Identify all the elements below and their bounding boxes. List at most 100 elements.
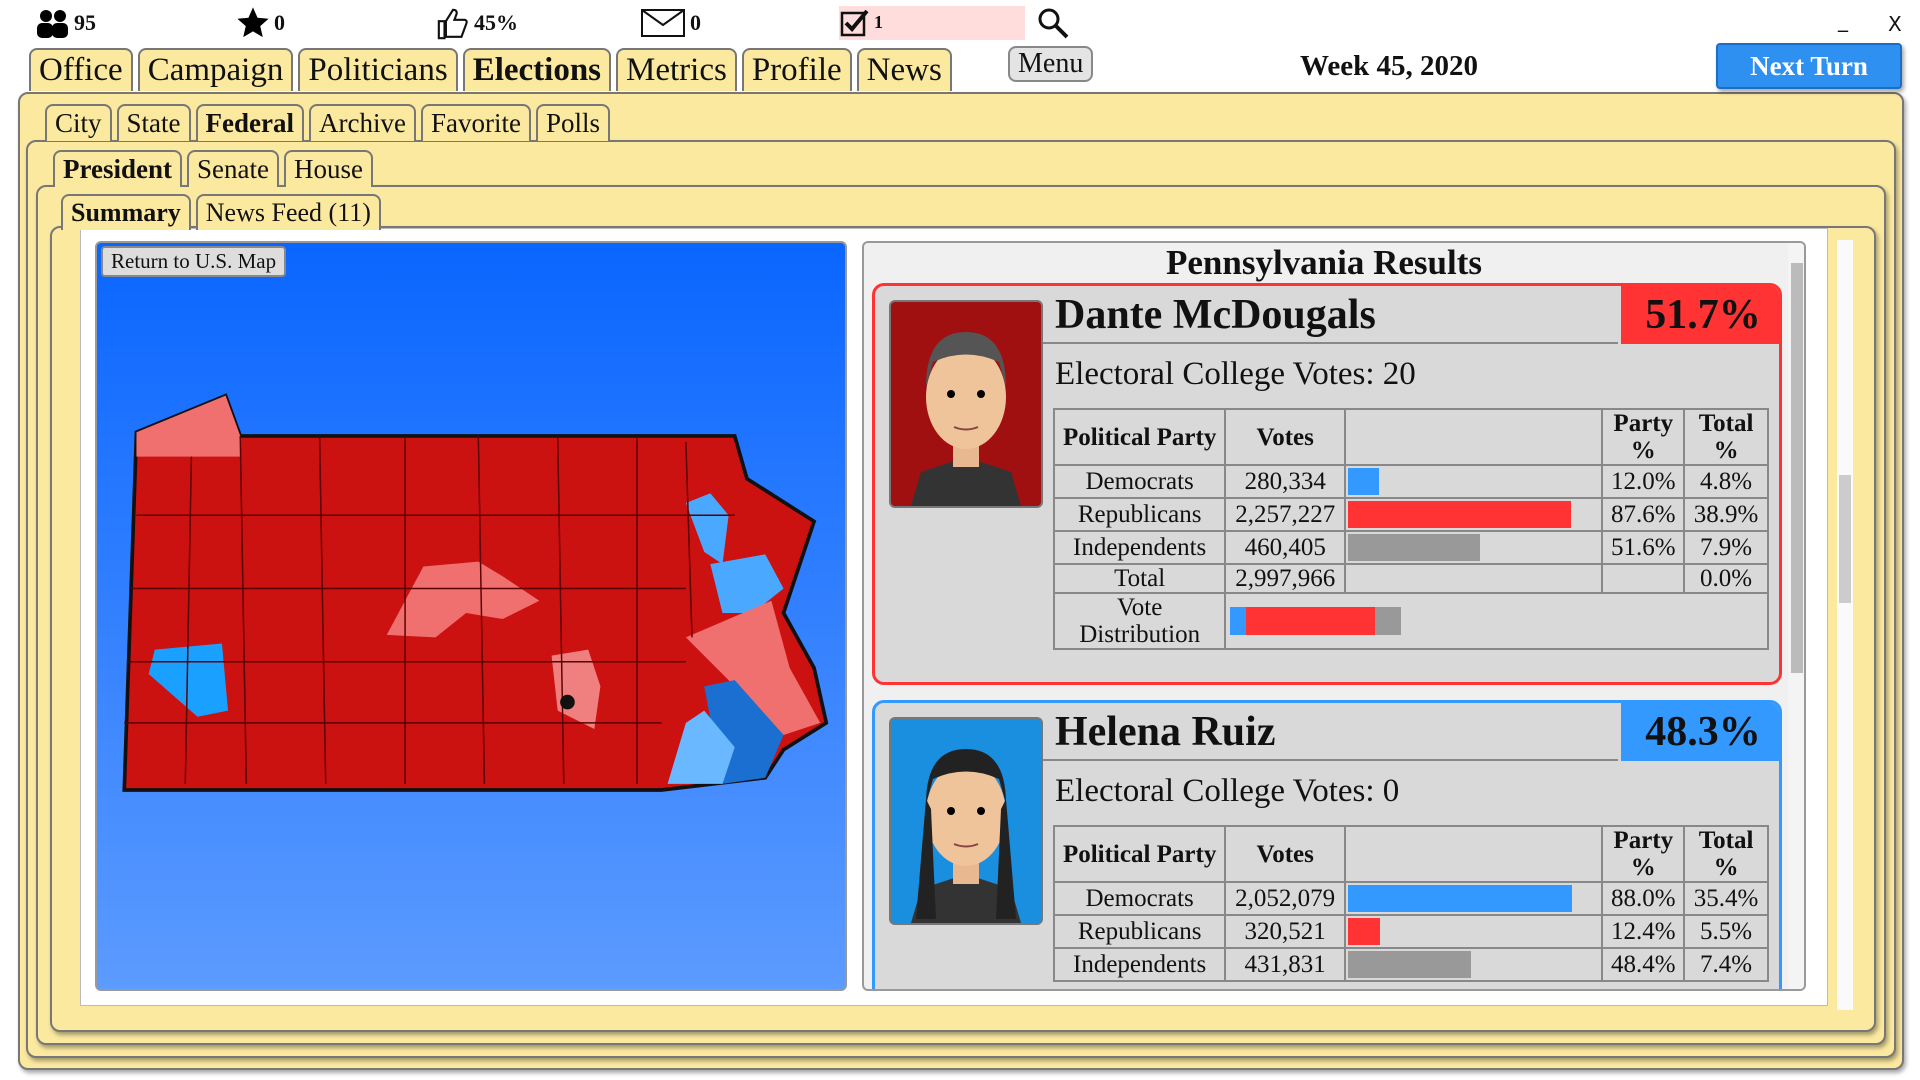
party-name: Democrats [1052,881,1227,916]
map-panel: Return to U.S. Map [95,241,847,991]
followers: 95 [74,10,96,35]
party-bar [1348,468,1379,495]
tab[interactable]: Summary [61,194,191,230]
votes: 460,405 [1224,530,1347,565]
column-header: Total % [1683,408,1769,466]
tab[interactable]: Polls [535,104,610,141]
column-header: Votes [1224,408,1347,466]
distribution-segment [1374,607,1401,635]
votes: 280,334 [1224,464,1347,499]
next-turn-button[interactable]: Next Turn [1716,43,1902,89]
tab[interactable]: Archive [308,104,416,141]
portrait [911,749,1021,923]
total-percent: 7.9% [1683,530,1769,565]
results-table: Political Party Votes Party % Total % Democr… [1052,408,1769,650]
distribution-bar [1230,607,1763,635]
tab[interactable]: News Feed (11) [195,194,381,230]
tab[interactable]: News [856,48,952,91]
distribution-cell [1224,592,1769,650]
followers-icon [37,10,68,38]
bar-cell [1344,530,1604,565]
tab[interactable]: Profile [741,48,852,91]
total-row: Total 2,997,966 0.0% [1052,563,1769,594]
party-bar [1348,501,1572,528]
candidate-card: Helena Ruiz 48.3% Electoral College Votes:… [872,700,1782,989]
total-percent: 35.4% [1683,881,1769,916]
messages-icon [641,9,685,37]
results-table: Political Party Votes Party % Total % Democr… [1052,825,1769,982]
task-bar[interactable] [839,6,1025,40]
tab[interactable]: House [283,150,373,187]
header-row: Political Party Votes Party % Total % [1052,825,1769,883]
bar-cell [1344,464,1604,499]
tab[interactable]: City [45,104,112,141]
total-percent: 0.0% [1683,563,1769,594]
search-icon[interactable] [1036,6,1070,40]
candidate-name: Helena Ruiz [1043,703,1618,761]
bar-cell [1344,947,1604,982]
minimize-button[interactable]: _ [1838,8,1848,32]
menu-button[interactable]: Menu [1008,46,1094,82]
votes: 431,831 [1224,947,1347,982]
tasks: 1 [874,12,883,32]
party-name: Democrats [1052,464,1227,499]
total-percent: 7.4% [1683,947,1769,982]
party-percent: 48.4% [1601,947,1686,982]
view-tabs: Summary News Feed (11) [61,194,386,230]
tab[interactable]: Office [29,48,133,91]
candidate-photo [889,717,1043,925]
party-row: Democrats 280,334 12.0% 4.8% [1052,464,1769,499]
candidate-card: Dante McDougals 51.7% Electoral College Vo… [872,283,1782,685]
outer-scrollbar[interactable] [1837,240,1853,1010]
column-header: Political Party [1052,408,1227,466]
candidate-photo [889,300,1043,508]
close-button[interactable]: X [1888,12,1902,36]
office-tabs: President Senate House [53,150,378,187]
tab[interactable]: State [116,104,191,141]
party-percent: 51.6% [1601,530,1686,565]
electoral-votes: Electoral College Votes: 20 [1055,356,1416,392]
tab[interactable]: Favorite [420,104,531,141]
candidate-name: Dante McDougals [1043,286,1618,344]
return-button[interactable]: Return to U.S. Map [101,246,287,277]
candidate-percent: 51.7% [1621,286,1779,344]
tab[interactable]: Campaign [137,48,294,91]
party-percent: 12.0% [1601,464,1686,499]
tab[interactable]: President [53,150,182,187]
messages: 0 [690,10,701,35]
party-row: Republicans 2,257,227 87.6% 38.9% [1052,497,1769,532]
distribution-segment [1230,607,1247,635]
candidate-percent: 48.3% [1621,703,1779,761]
party-percent: 87.6% [1601,497,1686,532]
results-panel: Pennsylvania Results Dante McDougals 51.7… [862,241,1806,991]
state-map[interactable] [97,243,845,989]
votes: 2,052,079 [1224,881,1347,916]
column-header: Party % [1601,408,1686,466]
tab[interactable]: Senate [187,150,279,187]
week: Week 45, 2020 [1300,50,1479,82]
distribution-segment [1246,607,1375,635]
column-header: Total % [1683,825,1769,883]
nav-tabs: Office Campaign Politicians Elections Metric… [29,48,957,91]
electoral-votes: Electoral College Votes: 0 [1055,773,1400,809]
tab[interactable]: Metrics [616,48,737,91]
party-row: Independents 431,831 48.4% 7.4% [1052,947,1769,982]
votes: 320,521 [1224,914,1347,949]
distribution-label: Vote Distribution [1052,592,1227,650]
party-row: Independents 460,405 51.6% 7.9% [1052,530,1769,565]
column-header [1344,408,1604,466]
bar-cell [1344,497,1604,532]
column-header: Political Party [1052,825,1227,883]
tab[interactable]: Federal [195,104,304,141]
tab[interactable]: Elections [462,48,612,91]
results-title: Pennsylvania Results [1165,243,1483,282]
party-row: Democrats 2,052,079 88.0% 35.4% [1052,881,1769,916]
party-name: Republicans [1052,914,1227,949]
party-percent: 12.4% [1601,914,1686,949]
column-header: Votes [1224,825,1347,883]
party-name: Independents [1052,530,1227,565]
approval: 45% [474,10,518,35]
party-bar [1348,951,1472,978]
tab[interactable]: Politicians [298,48,458,91]
scrollbar[interactable] [1788,243,1804,989]
